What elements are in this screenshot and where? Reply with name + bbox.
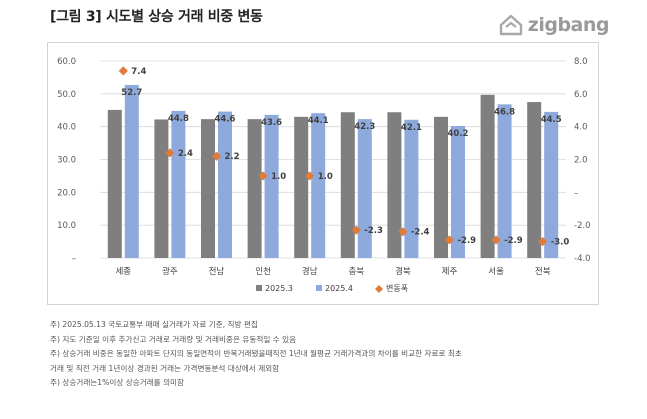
change-value-label: -2.4: [411, 228, 430, 238]
footnotes: 주) 2025.05.13 국토교통부 매매 실거래가 자료 기준, 직방 편집…: [50, 318, 610, 391]
change-marker: [351, 225, 361, 235]
x-tick-label: 광주: [162, 266, 178, 277]
bar-value-label: 43.6: [261, 118, 282, 128]
x-tick-label: 충북: [348, 267, 364, 277]
y-tick-left: 50.0: [57, 90, 76, 100]
change-value-label: 1.0: [318, 172, 333, 182]
x-tick-label: 전남: [209, 266, 225, 277]
bar-value-label: 44.8: [168, 114, 189, 124]
y-tick-right: -4.0: [574, 254, 591, 264]
bar-2025-3: [201, 119, 215, 259]
y-tick-left: 30.0: [57, 156, 76, 166]
change-marker: [398, 227, 408, 237]
x-tick-label: 경북: [395, 266, 411, 277]
bar-value-label: 42.1: [401, 123, 422, 133]
bar-2025-4: [311, 113, 326, 258]
legend-swatch-change: [375, 285, 383, 293]
x-tick-label: 제주: [442, 267, 458, 277]
bar-2025-4: [264, 114, 279, 258]
bar-2025-4: [218, 111, 232, 259]
bar-value-label: 40.2: [448, 129, 469, 139]
bar-2025-3: [294, 116, 309, 258]
change-marker: [444, 235, 455, 245]
logo-text: zigbang: [527, 14, 610, 36]
y-tick-left: 40.0: [57, 123, 76, 133]
change-value-label: -2.9: [504, 236, 523, 246]
change-marker: [165, 148, 175, 158]
footnote-line: 주) 상승거래 비중은 동일한 아파트 단지의 동일면적이 반복거래됐을때직전 …: [50, 349, 462, 359]
change-marker: [118, 66, 128, 76]
change-value-label: 1.0: [271, 172, 286, 182]
y-tick-right: 2.0: [574, 156, 588, 166]
chart-panel: – -4.0 10.0 -2.0 20.0 – 30.0 2.0 40.0 4.0 50.0 6.0 6…: [47, 42, 599, 305]
bar-2025-3: [480, 94, 495, 258]
legend-label: 2025.3: [265, 284, 293, 293]
bar-value-label: 44.5: [541, 115, 562, 125]
change-marker: [538, 236, 548, 247]
y-tick-left: 20.0: [57, 188, 76, 198]
page-title: [그림 3] 시도별 상승 거래 비중 변동: [50, 9, 263, 25]
legend-label: 2025.4: [325, 284, 353, 293]
change-marker: [211, 151, 222, 161]
bar-2025-3: [387, 112, 402, 258]
brand-logo: zigbang: [498, 14, 610, 36]
y-tick-right: 8.0: [574, 57, 588, 67]
change-marker: [305, 171, 315, 181]
bar-value-label: 44.1: [308, 116, 329, 126]
x-tick-label: 인천: [255, 266, 271, 277]
x-tick-label: 세종: [115, 267, 131, 277]
y-tick-left: 60.0: [57, 57, 76, 67]
change-marker: [491, 235, 501, 245]
bar-2025-3: [340, 112, 355, 258]
legend-label: 변동폭: [386, 283, 408, 293]
y-tick-left: –: [72, 254, 76, 264]
change-value-label: 2.2: [225, 152, 240, 162]
y-tick-left: 10.0: [57, 221, 76, 231]
bar-2025-4: [497, 104, 512, 258]
bar-2025-3: [434, 116, 448, 258]
bar-2025-3: [154, 119, 169, 259]
x-tick-label: 전북: [535, 266, 551, 277]
zigbang-house-icon: [499, 14, 522, 36]
bar-2025-4: [404, 119, 419, 258]
bar-2025-3: [527, 102, 542, 258]
bar-value-label: 44.6: [215, 115, 236, 125]
bar-2025-4: [171, 110, 186, 258]
bar-2025-4: [544, 111, 559, 259]
y-tick-right: 6.0: [574, 90, 588, 100]
bar-2025-3: [247, 119, 262, 259]
footnote-line: 주) 상승거래는1%이상 상승거래를 의미함: [50, 378, 185, 388]
change-value-label: 7.4: [131, 67, 146, 77]
y-tick-right: 4.0: [574, 123, 588, 133]
change-value-label: -2.3: [364, 226, 383, 236]
bar-2025-4: [124, 84, 139, 258]
x-tick-label: 경남: [302, 266, 318, 277]
legend-swatch-2025-3: [256, 285, 262, 291]
bar-value-label: 42.3: [354, 122, 375, 132]
change-value-label: -3.0: [551, 238, 570, 248]
y-tick-right: -2.0: [574, 221, 591, 231]
bar-2025-4: [451, 126, 465, 258]
y-tick-right: –: [574, 188, 578, 198]
footnote-line: 주) 2025.05.13 국토교통부 매매 실거래가 자료 기준, 직방 편집: [50, 320, 258, 329]
bar-2025-3: [107, 109, 122, 259]
change-value-label: -2.9: [458, 236, 477, 246]
footnote-line: 주) 지도 기준일 이후 추가신고 거래로 거래량 및 거래비중은 유동적일 수…: [50, 334, 297, 344]
legend-swatch-2025-4: [316, 285, 322, 291]
x-tick-label: 서울: [488, 267, 504, 277]
footnote-line: 거래 및 직전 거래 1년이상 경과된 거래는 가격변동분석 대상에서 제외함: [50, 363, 280, 373]
bar-2025-4: [357, 119, 372, 259]
bar-value-label: 52.7: [121, 88, 142, 98]
bar-value-label: 46.8: [494, 107, 515, 117]
chart-canvas: – -4.0 10.0 -2.0 20.0 – 30.0 2.0 40.0 4.0 50.0 6.0 6…: [57, 57, 591, 293]
change-value-label: 2.4: [178, 149, 193, 159]
